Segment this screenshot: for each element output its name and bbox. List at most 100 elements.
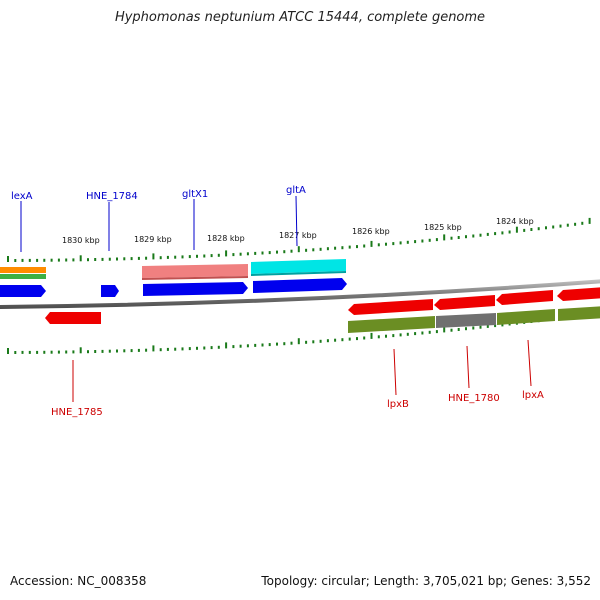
upper-minor-tick	[450, 236, 453, 240]
lower-minor-tick	[377, 335, 380, 339]
gene-HNE_1780[interactable]	[436, 313, 496, 328]
label-HNE_1780: HNE_1780	[448, 393, 500, 404]
lower-minor-tick	[166, 347, 169, 351]
upper-minor-tick	[166, 255, 169, 259]
label-lpxB: lpxB	[387, 399, 409, 410]
lower-major-tick	[79, 347, 82, 354]
upper-minor-tick	[36, 258, 39, 262]
upper-major-tick	[515, 226, 518, 233]
lower-minor-tick	[101, 349, 104, 353]
lower-minor-tick	[348, 337, 351, 341]
lower-minor-tick	[385, 334, 387, 338]
lower-minor-tick	[21, 350, 24, 354]
cds-lexA[interactable]	[0, 285, 46, 297]
upper-minor-tick	[188, 255, 191, 259]
upper-major-tick	[297, 246, 300, 253]
gene-lexA-green[interactable]	[0, 274, 46, 279]
lower-minor-tick	[472, 326, 475, 330]
upper-minor-tick	[486, 232, 489, 236]
upper-minor-tick	[377, 243, 380, 247]
upper-major-tick	[79, 255, 82, 262]
gene-gltA-shade	[251, 271, 346, 276]
gene-lpxB[interactable]	[348, 316, 435, 333]
lower-minor-tick	[232, 345, 235, 349]
gene-lexA-orange[interactable]	[0, 267, 46, 273]
cds-next-reverse[interactable]	[557, 287, 600, 301]
label-gltX1: gltX1	[182, 189, 208, 200]
cds-lpxB[interactable]	[348, 299, 433, 315]
lower-minor-tick	[87, 350, 89, 354]
upper-minor-tick	[239, 252, 242, 256]
lower-minor-tick	[43, 350, 46, 354]
upper-minor-tick	[290, 249, 293, 253]
upper-minor-tick	[465, 235, 467, 239]
lower-minor-tick	[14, 351, 17, 354]
lower-minor-tick	[465, 327, 467, 331]
gene-next-reverse[interactable]	[558, 306, 600, 321]
upper-minor-tick	[385, 242, 387, 246]
upper-major-tick	[370, 240, 373, 247]
upper-major-tick	[7, 256, 9, 262]
cds-gltX1[interactable]	[143, 282, 248, 296]
lower-minor-tick	[356, 337, 358, 341]
tick-label-1829: 1829 kbp	[134, 235, 172, 244]
cds-HNE_1780[interactable]	[434, 295, 495, 310]
upper-minor-tick	[523, 228, 526, 232]
lower-minor-tick	[94, 350, 97, 353]
leader-lpxB	[393, 348, 397, 396]
upper-minor-tick	[472, 234, 475, 238]
upper-minor-tick	[130, 257, 133, 261]
upper-minor-tick	[123, 257, 126, 261]
upper-minor-tick	[181, 255, 184, 259]
upper-minor-tick	[319, 247, 322, 251]
upper-minor-tick	[50, 258, 53, 262]
upper-minor-tick	[581, 221, 584, 225]
lower-minor-tick	[145, 348, 148, 352]
lower-minor-tick	[312, 340, 315, 344]
upper-minor-tick	[196, 254, 198, 258]
upper-minor-tick	[363, 244, 366, 248]
upper-minor-tick	[261, 251, 264, 255]
upper-minor-tick	[43, 258, 46, 262]
cds-lpxA[interactable]	[496, 290, 553, 305]
lower-minor-tick	[57, 350, 60, 354]
lower-minor-tick	[137, 348, 140, 352]
upper-minor-tick	[72, 258, 75, 262]
lower-minor-tick	[363, 336, 366, 340]
upper-minor-tick	[232, 253, 235, 257]
lower-minor-tick	[334, 338, 337, 342]
upper-minor-tick	[276, 250, 278, 254]
cds-HNE_1785[interactable]	[45, 312, 101, 324]
gene-gltA[interactable]	[251, 259, 346, 274]
upper-major-tick	[225, 250, 228, 257]
lower-tick-row	[7, 309, 591, 354]
leader-lpxA	[527, 339, 532, 387]
upper-minor-tick	[305, 248, 308, 252]
lower-major-tick	[152, 345, 155, 352]
lower-minor-tick	[261, 343, 264, 347]
lower-minor-tick	[210, 346, 213, 350]
upper-minor-tick	[348, 245, 351, 249]
cds-HNE_1784[interactable]	[101, 285, 119, 297]
upper-minor-tick	[559, 224, 562, 228]
lower-minor-tick	[392, 334, 395, 338]
upper-minor-tick	[494, 232, 497, 236]
upper-minor-tick	[334, 246, 337, 250]
upper-minor-tick	[530, 228, 533, 231]
cds-gltA[interactable]	[253, 278, 347, 293]
upper-major-tick	[588, 217, 591, 224]
lower-minor-tick	[406, 332, 409, 336]
upper-minor-tick	[341, 246, 344, 250]
gene-gltX1[interactable]	[142, 264, 248, 278]
tick-label-1826: 1826 kbp	[352, 227, 390, 236]
lower-minor-tick	[65, 350, 68, 354]
lower-minor-tick	[268, 343, 271, 347]
tick-label-1824: 1824 kbp	[496, 217, 534, 226]
lower-minor-tick	[486, 324, 489, 328]
tick-label-1827: 1827 kbp	[279, 231, 317, 240]
lower-minor-tick	[254, 343, 257, 347]
gene-lpxA[interactable]	[497, 309, 555, 325]
label-HNE_1784: HNE_1784	[86, 191, 138, 202]
upper-minor-tick	[479, 233, 482, 237]
